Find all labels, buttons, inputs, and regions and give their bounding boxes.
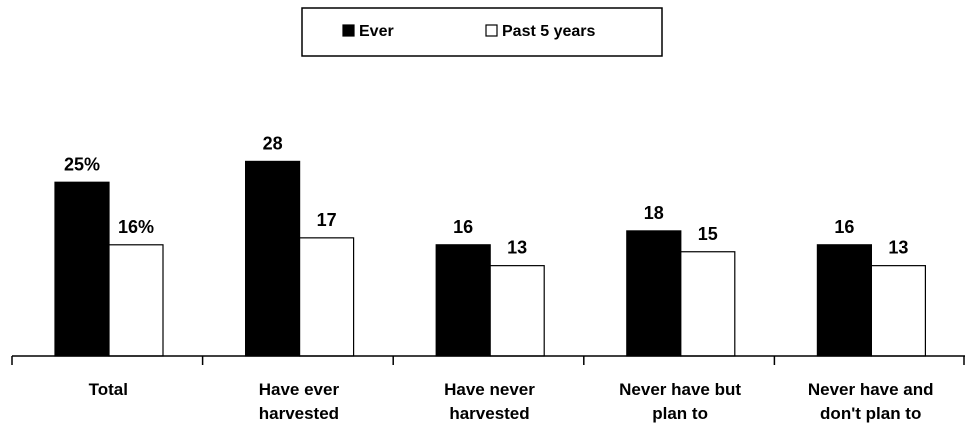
data-label: 13	[507, 238, 527, 258]
bar-past-5-years	[108, 244, 164, 357]
category-label-line: Never have but	[619, 380, 741, 399]
category-label-line: Never have and	[808, 380, 934, 399]
x-axis	[11, 355, 965, 365]
legend: Ever Past 5 years	[301, 7, 663, 57]
category-label-line: don't plan to	[820, 404, 921, 423]
bar-ever	[435, 244, 491, 357]
data-label: 16	[453, 217, 473, 237]
category-label: Have ever harvested	[259, 380, 340, 423]
category-label: Total	[89, 380, 128, 399]
bars	[54, 160, 927, 357]
legend-swatch-past-5-years	[485, 24, 498, 37]
category-labels: Total Have ever harvested Have never harvest…	[89, 380, 934, 423]
legend-swatch-ever	[342, 24, 355, 37]
data-label: 17	[317, 210, 337, 230]
legend-box	[301, 7, 663, 57]
category-label: Have never harvested	[444, 380, 535, 423]
category-label-line: harvested	[449, 404, 529, 423]
bar-ever	[816, 244, 873, 357]
data-label: 28	[263, 133, 283, 153]
category-label-line: Have never	[444, 380, 535, 399]
bar-ever	[54, 181, 110, 357]
bar-past-5-years	[870, 265, 927, 357]
category-label-line: Have ever	[259, 380, 340, 399]
category-label-line: Total	[89, 380, 128, 399]
data-label: 16%	[118, 217, 154, 237]
bar-past-5-years	[299, 237, 355, 357]
value-labels: 25% 16% 28 17 16 13 18 15 16 13	[64, 133, 908, 257]
bar-ever	[626, 230, 682, 357]
data-label: 18	[644, 203, 664, 223]
category-label-line: plan to	[652, 404, 708, 423]
category-label: Never have and don't plan to	[808, 380, 934, 423]
bar-past-5-years	[680, 251, 736, 357]
bar-ever	[245, 160, 301, 357]
data-label: 25%	[64, 154, 100, 174]
data-label: 15	[698, 224, 718, 244]
data-label: 13	[888, 238, 908, 258]
category-label-line: harvested	[259, 404, 339, 423]
bar-past-5-years	[489, 265, 545, 357]
legend-label: Past 5 years	[502, 23, 596, 40]
legend-label: Ever	[359, 23, 394, 40]
category-label: Never have but plan to	[619, 380, 741, 423]
data-label: 16	[834, 217, 854, 237]
